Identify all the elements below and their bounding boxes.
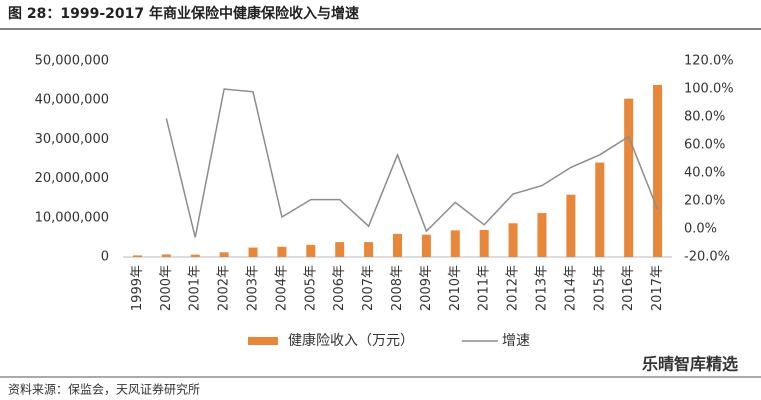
y2-tick-label: 60.0% [684,138,725,153]
bar [335,242,345,257]
y-tick-label: 0 [101,250,109,265]
y-tick-label: 30,000,000 [35,132,109,147]
legend-label: 健康险收入（万元） [288,332,414,349]
x-tick-label: 2011年 [477,265,492,311]
x-tick-label: 2013年 [534,265,549,311]
x-tick-label: 2010年 [448,265,463,311]
x-tick-label: 2016年 [621,265,636,311]
x-tick-label: 2002年 [217,265,232,311]
chart-title: 图 28：1999-2017 年商业保险中健康保险收入与增速 [8,5,359,22]
x-tick-label: 1999年 [130,265,145,311]
x-tick-label: 2000年 [159,265,174,311]
x-tick-label: 2009年 [419,265,434,311]
bar [479,229,489,257]
bar [653,84,663,257]
bar [450,230,460,257]
y2-tick-label: 0.0% [684,222,717,237]
bar [219,252,229,257]
bar [421,234,431,257]
y2-tick-label: 120.0% [684,54,734,69]
bar [364,242,374,257]
source-note: 资料来源：保监会，天风证券研究所 [8,382,200,397]
legend-swatch [248,337,278,345]
bar [161,254,171,257]
bar [624,98,634,258]
bar [508,223,518,257]
x-tick-label: 2012年 [506,265,521,311]
legend-label: 增速 [502,333,530,349]
x-tick-label: 2015年 [592,265,607,311]
y-tick-label: 20,000,000 [35,171,109,186]
x-tick-label: 2004年 [274,265,289,311]
bar [537,213,547,257]
bar [132,255,142,257]
bar [595,162,605,257]
watermark: 乐晴智库精选 [642,355,738,374]
y2-tick-label: 80.0% [684,110,725,125]
y2-tick-label: 20.0% [684,194,725,209]
x-tick-label: 2006年 [332,265,347,311]
x-tick-label: 2007年 [361,265,376,311]
line [165,88,659,238]
y-tick-label: 10,000,000 [35,210,109,225]
x-tick-label: 2001年 [188,265,203,311]
y2-tick-label: 40.0% [684,166,725,181]
y-tick-label: 50,000,000 [35,54,109,69]
x-tick-label: 2014年 [563,265,578,311]
bar [306,244,316,257]
y2-tick-label: -20.0% [684,250,730,265]
bar [277,246,287,257]
bar [393,233,402,257]
bar [566,194,576,257]
x-tick-label: 2017年 [650,265,665,311]
y-tick-label: 40,000,000 [35,93,109,108]
x-tick-label: 2008年 [390,265,405,311]
x-tick-label: 2003年 [246,265,261,311]
bar [190,254,200,257]
x-tick-label: 2005年 [303,265,318,311]
y2-tick-label: 100.0% [684,82,734,97]
bar [248,247,258,257]
